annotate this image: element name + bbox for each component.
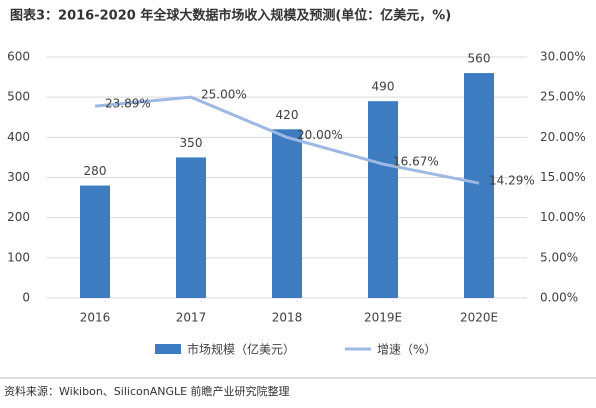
bar-value-label: 280 <box>84 164 107 178</box>
bar-value-label: 350 <box>180 136 203 150</box>
y-tick-label: 300 <box>7 170 30 184</box>
x-tick-label: 2017 <box>176 311 207 325</box>
line-value-label: 23.89% <box>105 97 151 111</box>
y2-tick-label: 15.00% <box>540 170 586 184</box>
x-tick-label: 2019E <box>364 311 402 325</box>
y2-tick-label: 0.00% <box>540 291 578 305</box>
legend-label: 市场规模（亿美元） <box>187 342 295 357</box>
legend-swatch <box>155 344 181 354</box>
x-tick-label: 2016 <box>80 311 111 325</box>
bar <box>176 157 206 298</box>
bar-value-label: 560 <box>468 52 491 66</box>
line-value-label: 20.00% <box>297 128 343 142</box>
y2-tick-label: 25.00% <box>540 90 586 104</box>
y-tick-label: 100 <box>7 250 30 264</box>
bar <box>368 101 398 298</box>
y2-tick-label: 10.00% <box>540 210 586 224</box>
bar <box>80 185 110 298</box>
y-tick-label: 0 <box>22 291 30 305</box>
y2-tick-label: 5.00% <box>540 250 578 264</box>
y2-tick-label: 20.00% <box>540 130 586 144</box>
line-value-label: 16.67% <box>393 155 439 169</box>
bar <box>464 73 494 298</box>
bar <box>272 129 302 298</box>
bar-value-label: 490 <box>372 80 395 94</box>
y-tick-label: 500 <box>7 90 30 104</box>
bar-value-label: 420 <box>276 108 299 122</box>
chart-title: 图表3：2016-2020 年全球大数据市场收入规模及预测(单位：亿美元，%) <box>10 8 451 24</box>
source-note: 资料来源：Wikibon、SiliconANGLE 前瞻产业研究院整理 <box>4 384 290 398</box>
line-value-label: 14.29% <box>489 174 535 188</box>
y2-tick-label: 30.00% <box>540 50 586 64</box>
y-tick-label: 400 <box>7 130 30 144</box>
x-tick-label: 2018 <box>272 311 303 325</box>
x-tick-label: 2020E <box>460 311 498 325</box>
legend-label: 增速（%） <box>377 343 436 357</box>
y-tick-label: 200 <box>7 210 30 224</box>
line <box>94 95 480 185</box>
line-value-label: 25.00% <box>201 88 247 102</box>
y-tick-label: 600 <box>7 50 30 64</box>
